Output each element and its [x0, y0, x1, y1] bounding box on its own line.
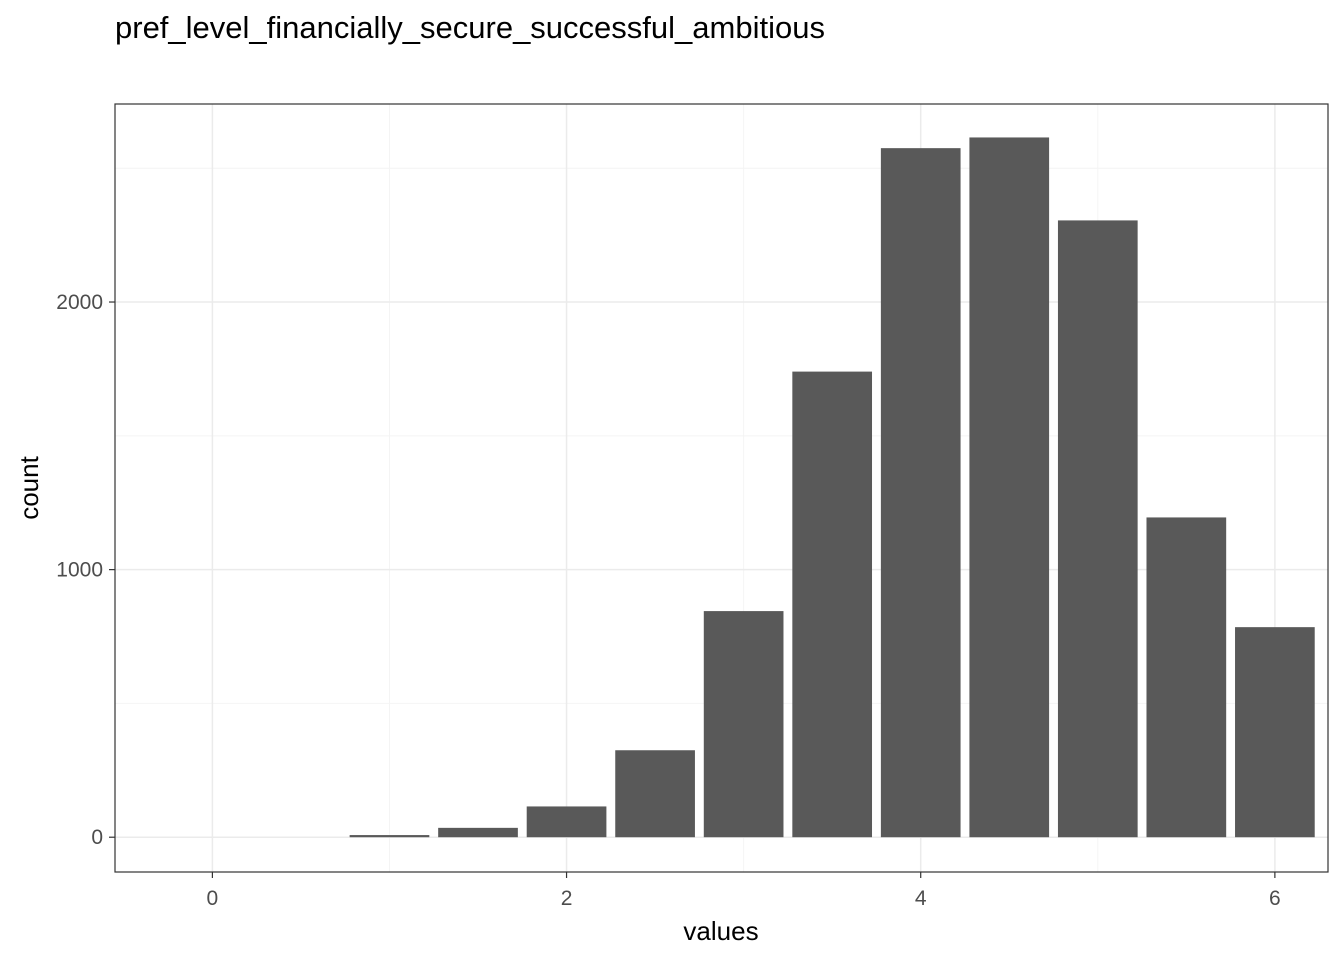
chart-title: pref_level_financially_secure_successful… [115, 10, 825, 45]
bar [615, 750, 695, 838]
y-tick-label: 1000 [56, 559, 103, 582]
bar [1057, 220, 1138, 838]
y-axis-title: count [14, 455, 44, 519]
y-tick-label: 0 [91, 826, 103, 849]
x-axis-title: values [683, 916, 758, 946]
x-tick-label: 0 [207, 887, 219, 910]
x-tick-label: 6 [1269, 887, 1281, 910]
bars [349, 137, 1315, 838]
x-tick-label: 4 [915, 887, 927, 910]
bar [880, 148, 961, 838]
bar [792, 371, 873, 838]
y-tick-label: 2000 [56, 291, 103, 314]
bar [969, 137, 1050, 838]
x-tick-label: 2 [561, 887, 573, 910]
x-axis-ticks: 0 2 4 6 [207, 872, 1281, 910]
panel-border [114, 103, 1329, 873]
bar [349, 835, 430, 838]
y-axis-ticks: 0 1000 2000 [56, 291, 115, 849]
grid-lines [115, 104, 1328, 872]
bar [1146, 517, 1227, 838]
bar [1235, 627, 1315, 838]
bar [438, 827, 518, 838]
bar [526, 806, 607, 838]
bar [703, 611, 784, 838]
